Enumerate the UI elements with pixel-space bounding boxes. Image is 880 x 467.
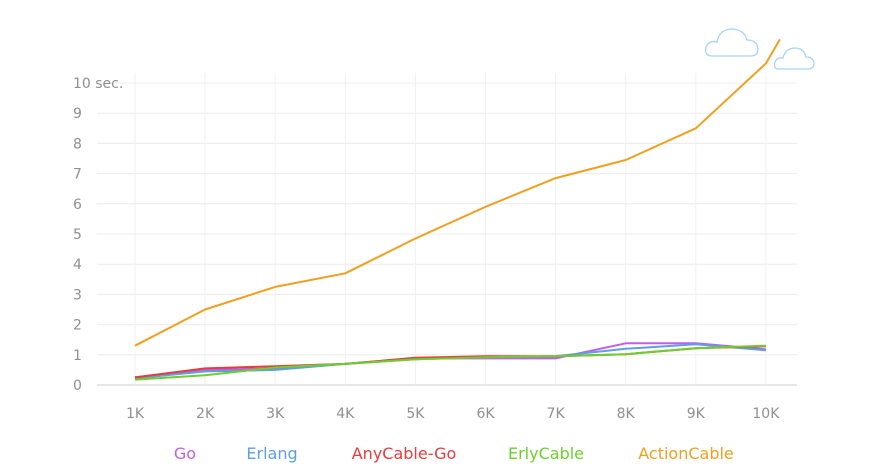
legend-item: ErlyCable <box>508 444 584 463</box>
x-tick-label: 7K <box>547 406 566 422</box>
x-tick-label: 6K <box>476 406 495 422</box>
chart-legend: Go Erlang AnyCable-Go ErlyCable ActionCable <box>174 444 734 463</box>
series-line-actioncable <box>134 38 781 347</box>
legend-item: AnyCable-Go <box>352 444 457 463</box>
y-tick-label: 10 sec. <box>73 76 123 92</box>
y-tick-label: 4 <box>73 257 82 273</box>
y-tick-label: 9 <box>73 106 82 122</box>
x-tick-label: 9K <box>687 406 706 422</box>
legend-item: Erlang <box>246 444 297 463</box>
x-tick-label: 5K <box>406 406 425 422</box>
x-tick-label: 8K <box>617 406 636 422</box>
series-line-erlycable <box>134 344 766 381</box>
x-tick-label: 3K <box>266 406 285 422</box>
y-tick-label: 6 <box>73 197 82 213</box>
y-tick-label: 1 <box>73 348 82 364</box>
y-tick-label: 7 <box>73 167 82 183</box>
y-tick-label: 2 <box>73 318 82 334</box>
y-axis: 0 1 2 3 4 5 6 7 8 9 10 sec. <box>73 76 123 394</box>
y-tick-label: 8 <box>73 136 82 152</box>
series-lines <box>134 38 781 381</box>
y-tick-label: 0 <box>73 378 82 394</box>
chart-grid <box>97 73 797 386</box>
cloud-icon <box>773 47 815 70</box>
x-tick-label: 2K <box>196 406 215 422</box>
x-axis: 1K 2K 3K 4K 5K 6K 7K 8K 9K 10K <box>126 406 780 422</box>
x-tick-label: 1K <box>126 406 145 422</box>
x-tick-label: 4K <box>336 406 355 422</box>
cloud-icon <box>704 28 759 57</box>
legend-item: ActionCable <box>638 444 734 463</box>
legend-item: Go <box>174 444 196 463</box>
clouds-decoration <box>704 28 815 70</box>
y-tick-label: 3 <box>73 287 82 303</box>
y-tick-label: 5 <box>73 227 82 243</box>
x-tick-label: 10K <box>752 406 780 422</box>
